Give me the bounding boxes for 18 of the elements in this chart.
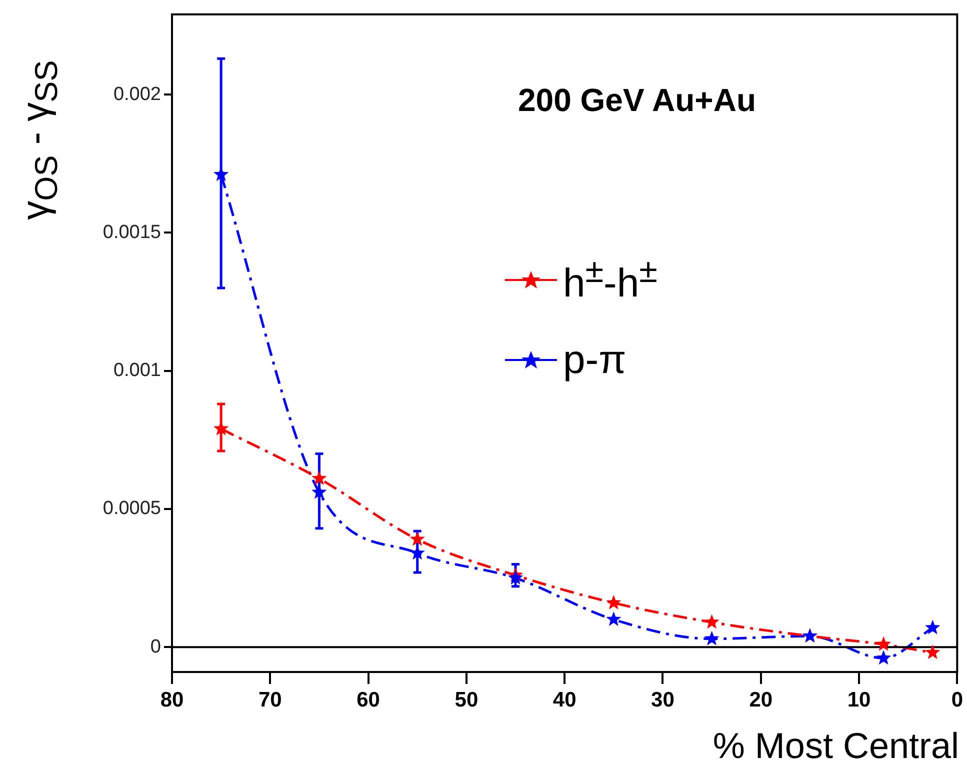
x-axis-title: % Most Central <box>712 725 959 767</box>
x-tick-label: 50 <box>454 688 478 712</box>
legend-label: h$^{±}$-h$^{±}$ <box>563 253 658 307</box>
y-tick-label: 0 <box>150 636 161 658</box>
x-tick-label: 60 <box>356 688 380 712</box>
y-tick-label: 0.001 <box>113 360 161 382</box>
x-tick-label: 70 <box>258 688 282 712</box>
x-tick-label: 40 <box>552 688 576 712</box>
x-tick-label: 30 <box>651 688 674 712</box>
x-tick-label: 0 <box>951 688 964 712</box>
y-tick-label: 0.002 <box>113 84 161 105</box>
x-tick-label: 80 <box>160 688 184 712</box>
annotation: 200 GeV Au+Au <box>518 82 756 119</box>
x-tick-label: 20 <box>749 688 773 712</box>
y-tick-label: 0.0015 <box>102 222 161 243</box>
x-tick-label: 10 <box>847 688 871 712</box>
legend-label: p-π <box>563 338 626 382</box>
y-tick-label: 0.0005 <box>102 498 161 520</box>
